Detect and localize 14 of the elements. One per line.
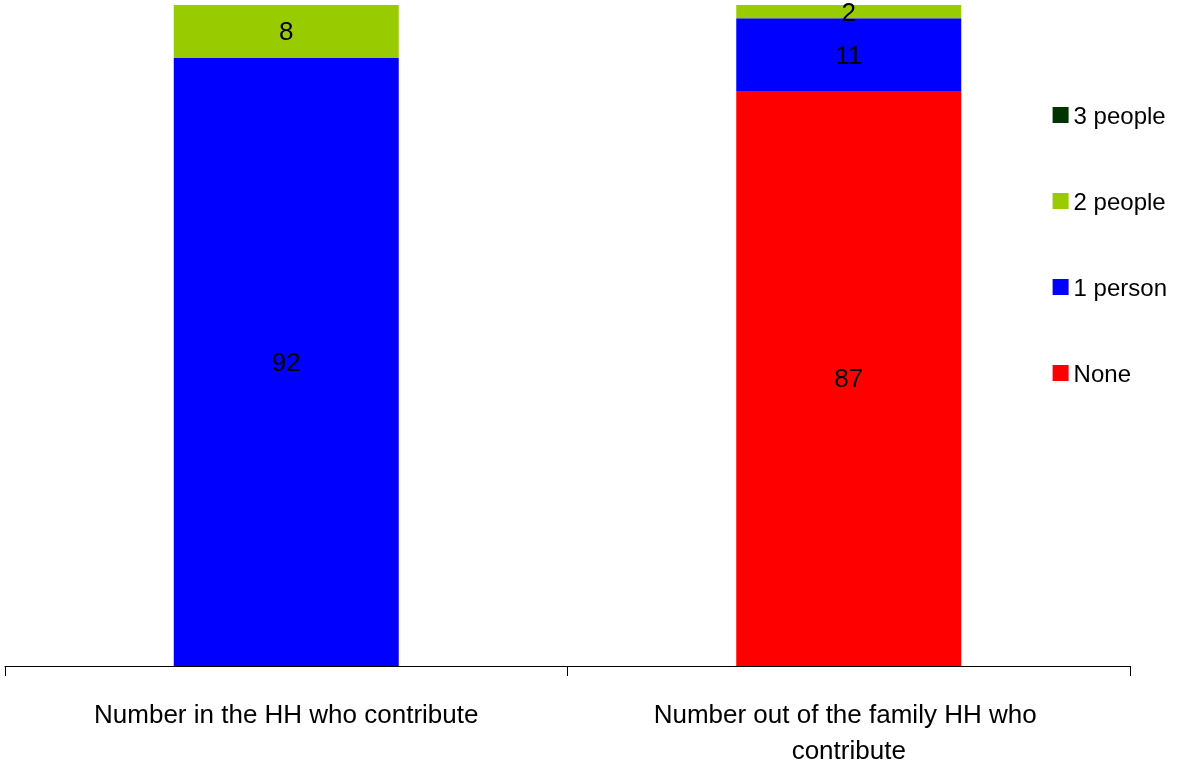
- data-label: 8: [279, 16, 294, 47]
- x-tick-label: Number in the HH who contribute: [94, 699, 479, 729]
- legend-label: None: [1073, 359, 1131, 387]
- bar: [173, 57, 399, 666]
- legend-label: 3 people: [1073, 101, 1166, 129]
- x-tick-label: Number out of the family HH who contribute: [653, 699, 1044, 765]
- data-label: 11: [835, 39, 863, 70]
- data-label: 92: [271, 346, 301, 377]
- legend-label: 2 people: [1073, 187, 1166, 215]
- bar: [736, 5, 962, 19]
- data-label: 87: [834, 363, 864, 394]
- bar: [173, 5, 399, 58]
- legend-label: 1 person: [1073, 273, 1168, 301]
- bar: [736, 90, 962, 666]
